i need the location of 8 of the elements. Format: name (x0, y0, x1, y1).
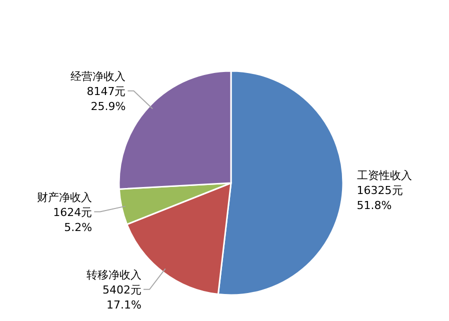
slice-label: 转移净收入 (86, 268, 142, 282)
data-label: 1624元 5.2% (53, 206, 92, 234)
slice-label: 工资性收入 (356, 169, 412, 182)
slice-label: 经营净收入 (70, 70, 126, 83)
slice-label: 财产净收入 (37, 190, 92, 204)
data-label: 8147元 25.9% (86, 84, 126, 113)
data-label: 16325元 51.8% (356, 184, 403, 212)
data-label: 5402元 17.1% (102, 283, 142, 312)
